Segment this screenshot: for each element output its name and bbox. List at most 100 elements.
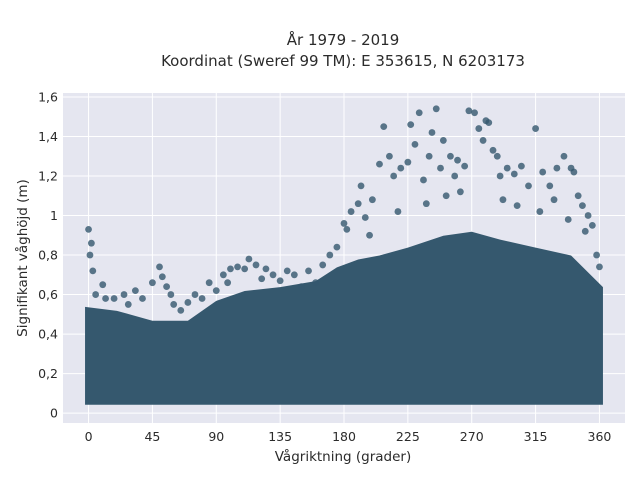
scatter-point — [475, 125, 483, 132]
scatter-point — [340, 220, 348, 227]
y-tick-label: 1,4 — [38, 129, 58, 144]
scatter-point — [584, 212, 592, 219]
scatter-point — [120, 291, 128, 298]
scatter-point — [442, 192, 450, 200]
scatter-point — [170, 301, 178, 308]
scatter-point — [390, 172, 398, 180]
scatter-point — [326, 251, 334, 259]
scatter-point — [513, 202, 521, 210]
y-tick-label: 1 — [50, 208, 58, 223]
scatter-point — [588, 221, 596, 229]
scatter-point — [234, 263, 241, 271]
scatter-point — [262, 265, 270, 273]
x-axis-ticks: 0 45 90 135 180 225 270 315 360 — [85, 429, 612, 444]
x-tick-label: 315 — [524, 429, 548, 444]
scatter-point — [354, 200, 362, 208]
scatter-point — [361, 214, 369, 221]
scatter-point — [149, 279, 156, 287]
scatter-point — [437, 164, 444, 172]
scatter-point — [99, 281, 107, 289]
scatter-point — [156, 263, 163, 271]
scatter-point — [380, 123, 388, 130]
scatter-point — [252, 261, 260, 269]
scatter-point — [86, 251, 94, 259]
x-axis-label: Vågriktning (grader) — [275, 448, 412, 465]
scatter-point — [471, 109, 478, 117]
x-tick-label: 270 — [460, 429, 484, 444]
scatter-point — [158, 273, 166, 281]
scatter-point — [224, 279, 232, 287]
scatter-point — [425, 152, 433, 160]
y-tick-label: 0,2 — [38, 366, 58, 381]
scatter-point — [550, 196, 558, 204]
scatter-point — [510, 170, 518, 178]
scatter-point — [415, 109, 423, 117]
scatter-point — [560, 152, 568, 160]
scatter-point — [456, 188, 464, 196]
scatter-point — [493, 152, 501, 160]
y-tick-label: 0,6 — [38, 287, 58, 302]
scatter-point — [546, 182, 554, 190]
scatter-point — [333, 243, 341, 251]
scatter-point — [386, 152, 393, 160]
scatter-point — [479, 137, 487, 144]
scatter-point — [564, 216, 572, 223]
scatter-point — [87, 239, 95, 247]
scatter-point — [461, 162, 469, 170]
scatter-point — [397, 164, 405, 172]
scatter-point — [110, 295, 118, 302]
scatter-point — [131, 287, 139, 295]
scatter-point — [85, 225, 92, 233]
scatter-point — [227, 265, 234, 273]
scatter-point — [593, 251, 601, 259]
scatter-point — [258, 275, 266, 283]
scatter-point — [298, 283, 305, 291]
scatter-point — [570, 168, 578, 176]
scatter-point — [394, 208, 402, 215]
scatter-point — [312, 279, 320, 287]
x-tick-label: 225 — [396, 429, 420, 444]
scatter-point — [499, 196, 507, 204]
scatter-point — [92, 291, 100, 298]
x-tick-label: 135 — [268, 429, 292, 444]
x-tick-label: 90 — [208, 429, 224, 444]
scatter-point — [319, 261, 327, 269]
chart-title-line-2: Koordinat (Sweref 99 TM): E 353615, N 62… — [161, 52, 525, 70]
scatter-point — [290, 271, 298, 279]
scatter-point — [343, 225, 351, 233]
scatter-point — [366, 231, 373, 239]
scatter-point — [579, 202, 586, 210]
scatter-point — [489, 146, 497, 154]
scatter-point — [420, 176, 427, 184]
scatter-point — [167, 291, 175, 298]
scatter-point — [102, 295, 109, 302]
scatter-point — [581, 227, 589, 235]
scatter-point — [439, 137, 447, 144]
scatter-point — [198, 295, 206, 302]
scatter-point — [465, 107, 473, 115]
scatter-point — [245, 255, 253, 263]
scatter-point — [536, 208, 544, 215]
scatter-point — [407, 121, 415, 129]
scatter-point — [451, 172, 459, 180]
y-tick-label: 0,4 — [38, 327, 58, 342]
scatter-point — [276, 277, 284, 285]
scatter-point — [184, 299, 192, 306]
scatter-point — [376, 160, 383, 168]
y-tick-label: 1,6 — [38, 89, 58, 104]
scatter-point — [525, 182, 532, 190]
plot-area — [63, 93, 625, 423]
scatter-point — [539, 168, 547, 176]
scatter-point — [305, 267, 312, 275]
scatter-point — [517, 162, 525, 170]
scatter-point — [574, 192, 582, 200]
x-tick-label: 45 — [144, 429, 160, 444]
scatter-point — [89, 267, 97, 275]
scatter-point — [428, 129, 436, 136]
y-tick-label: 1,2 — [38, 168, 58, 183]
scatter-point — [177, 306, 185, 314]
scatter-point — [139, 295, 146, 302]
y-tick-label: 0,8 — [38, 248, 58, 263]
chart-title-line-1: År 1979 - 2019 — [287, 30, 400, 49]
